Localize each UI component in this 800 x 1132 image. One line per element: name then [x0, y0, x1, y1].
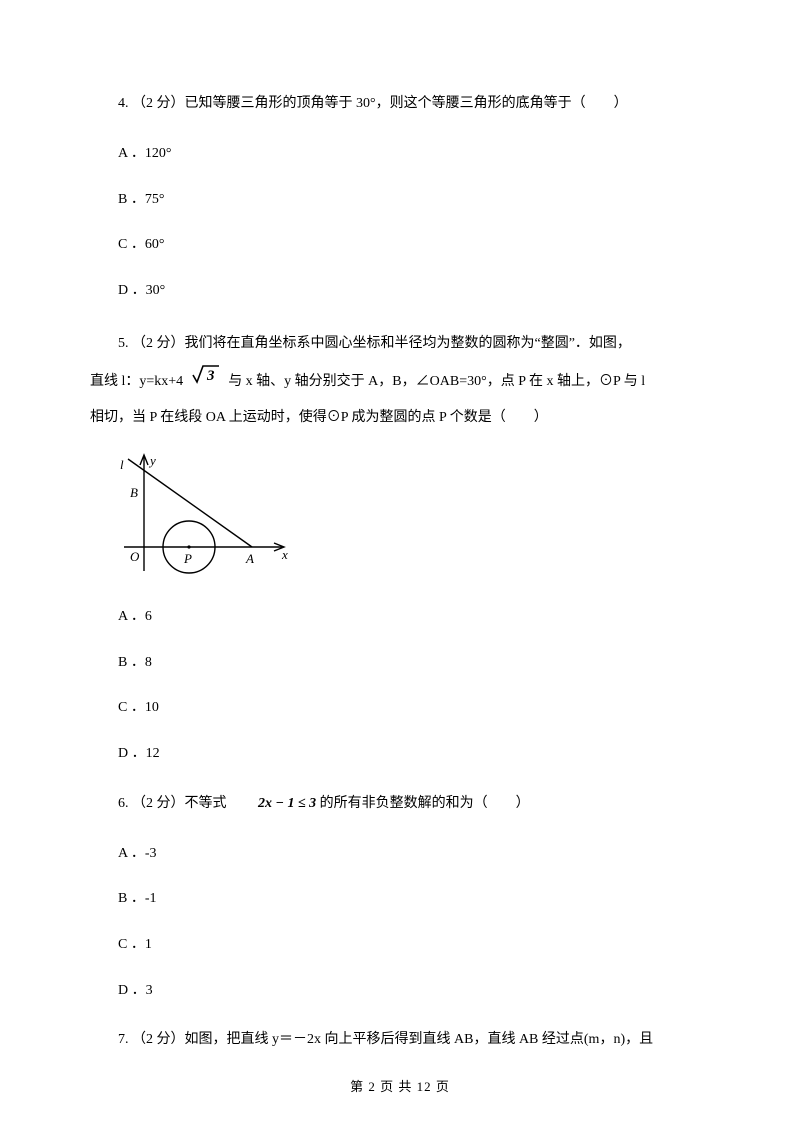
- q6-option-b: B ．-1: [90, 889, 710, 909]
- svg-text:O: O: [130, 549, 140, 564]
- svg-text:A: A: [245, 551, 254, 566]
- q6-stem: 6. （2 分）不等式 2x − 1 ≤ 3 的所有非负整数解的和为（ ）: [90, 790, 710, 818]
- q6-expression: 2x − 1 ≤ 3: [230, 790, 316, 818]
- q4-option-b: B ．75°: [90, 190, 710, 210]
- q4-stem: 4. （2 分）已知等腰三角形的顶角等于 30°，则这个等腰三角形的底角等于（ …: [90, 90, 710, 118]
- q4-option-a: A ．120°: [90, 144, 710, 164]
- q5-diagram-svg: y l B O P A x: [114, 451, 294, 581]
- q6-stem-b: 的所有非负整数解的和为（ ）: [320, 796, 530, 811]
- q6-option-a: A ．-3: [90, 844, 710, 864]
- q4-option-c: C ．60°: [90, 235, 710, 255]
- q5-line2-b: 与 x 轴、y 轴分别交于 A，B，∠OAB=30°，点 P 在 x 轴上，⊙P…: [228, 374, 645, 389]
- sqrt3-svg: 3: [191, 363, 221, 385]
- q5-option-b: B ．8: [90, 653, 710, 673]
- q5-option-d: D ．12: [90, 744, 710, 764]
- sqrt3-icon: 3: [191, 363, 221, 400]
- q6-option-d: D ．3: [90, 981, 710, 1001]
- q5-option-c: C ．10: [90, 698, 710, 718]
- q6-option-c: C ．1: [90, 935, 710, 955]
- q6-stem-a: 6. （2 分）不等式: [118, 796, 230, 811]
- svg-text:x: x: [281, 547, 288, 562]
- q5-line3: 相切，当 P 在线段 OA 上运动时，使得⊙P 成为整圆的点 P 个数是（ ）: [90, 400, 710, 436]
- q5-diagram: y l B O P A x: [114, 451, 710, 588]
- svg-text:l: l: [120, 457, 124, 472]
- q5-line2: 直线 l：y=kx+4 3 与 x 轴、y 轴分别交于 A，B，∠OAB=30°…: [90, 363, 710, 400]
- q5-stem: 5. （2 分）我们将在直角坐标系中圆心坐标和半径均为整数的圆称为“整圆”．如图…: [90, 326, 710, 436]
- svg-text:P: P: [183, 551, 192, 566]
- q4-option-d: D ．30°: [90, 281, 710, 301]
- q5-line2-a: 直线 l：y=kx+4: [90, 374, 187, 389]
- svg-text:y: y: [148, 453, 156, 468]
- q7-stem: 7. （2 分）如图，把直线 y＝－2x 向上平移后得到直线 AB，直线 AB …: [90, 1026, 710, 1054]
- q5-option-a: A ．6: [90, 607, 710, 627]
- sqrt-value: 3: [206, 368, 215, 384]
- svg-text:B: B: [130, 485, 138, 500]
- q5-line1: 5. （2 分）我们将在直角坐标系中圆心坐标和半径均为整数的圆称为“整圆”．如图…: [90, 326, 710, 362]
- page-footer: 第 2 页 共 12 页: [0, 1078, 800, 1096]
